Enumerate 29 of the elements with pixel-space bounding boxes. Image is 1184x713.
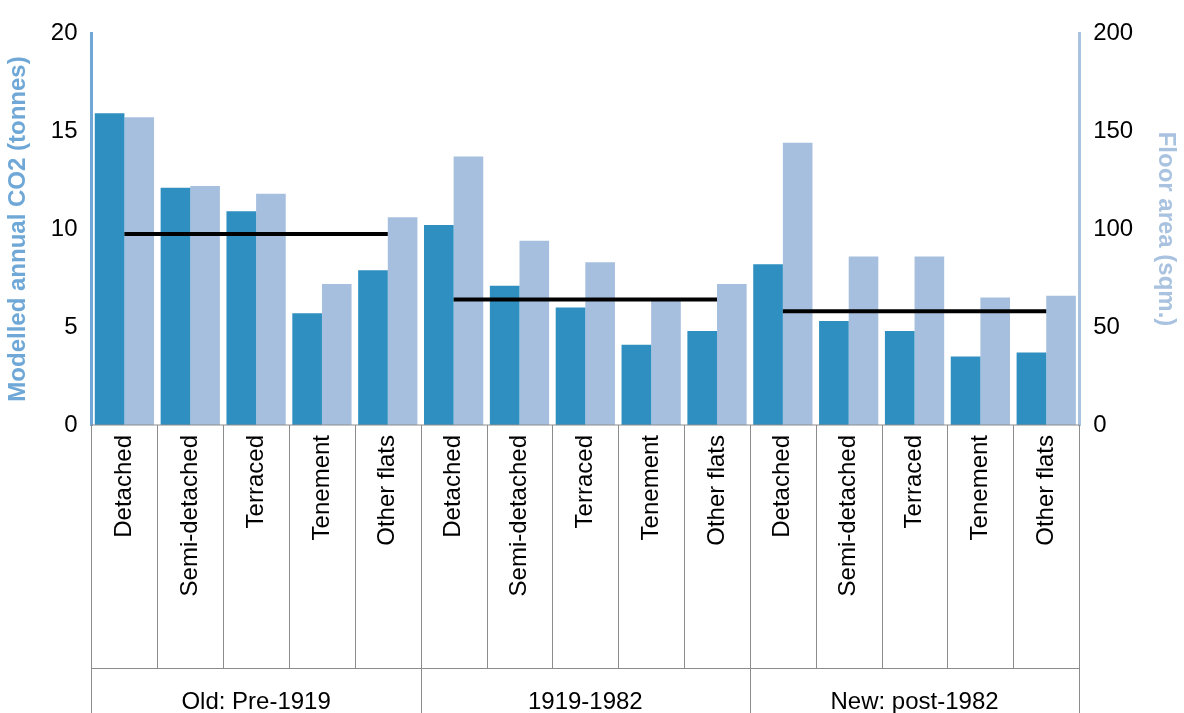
y2-tick-label: 200 xyxy=(1093,17,1134,45)
x-tick-label: Semi-detached xyxy=(174,435,202,597)
x-tick-label: Other flats xyxy=(701,435,729,546)
y2-axis-title: Floor area (sqm.) xyxy=(1153,131,1181,327)
text: Old: Pre-1919 xyxy=(181,687,331,713)
x-tick-label: Terraced xyxy=(240,435,268,529)
y-tick-label: 5 xyxy=(64,311,78,339)
y2-tick-label: 50 xyxy=(1093,311,1120,339)
x-tick-label: Detached xyxy=(438,435,466,538)
x-tick-label: Detached xyxy=(767,435,795,538)
y-tick-label: 20 xyxy=(50,17,78,45)
y-tick-label: 15 xyxy=(50,115,78,143)
x-tick-label: Tenement xyxy=(965,434,993,541)
y2-tick-label: 0 xyxy=(1093,409,1107,437)
y-axis-title: Modelled annual CO2 (tonnes) xyxy=(3,56,31,402)
x-tick-label: Semi-detached xyxy=(504,435,532,597)
x-tick-label: Detached xyxy=(109,435,137,538)
y-tick-label: 10 xyxy=(50,213,78,241)
x-tick-label: Semi-detached xyxy=(833,435,861,597)
x-tick-label: Other flats xyxy=(1030,435,1058,546)
y2-tick-label: 100 xyxy=(1093,213,1134,241)
x-tick-label: Other flats xyxy=(372,435,400,546)
y2-tick-label: 150 xyxy=(1093,115,1134,143)
text: 1919-1982 xyxy=(527,687,643,713)
x-tick-label: Tenement xyxy=(306,434,334,541)
x-tick-label: Terraced xyxy=(899,435,927,529)
x-tick-label: Tenement xyxy=(635,434,663,541)
y-tick-label: 0 xyxy=(64,409,78,437)
x-tick-label: Terraced xyxy=(569,435,597,529)
